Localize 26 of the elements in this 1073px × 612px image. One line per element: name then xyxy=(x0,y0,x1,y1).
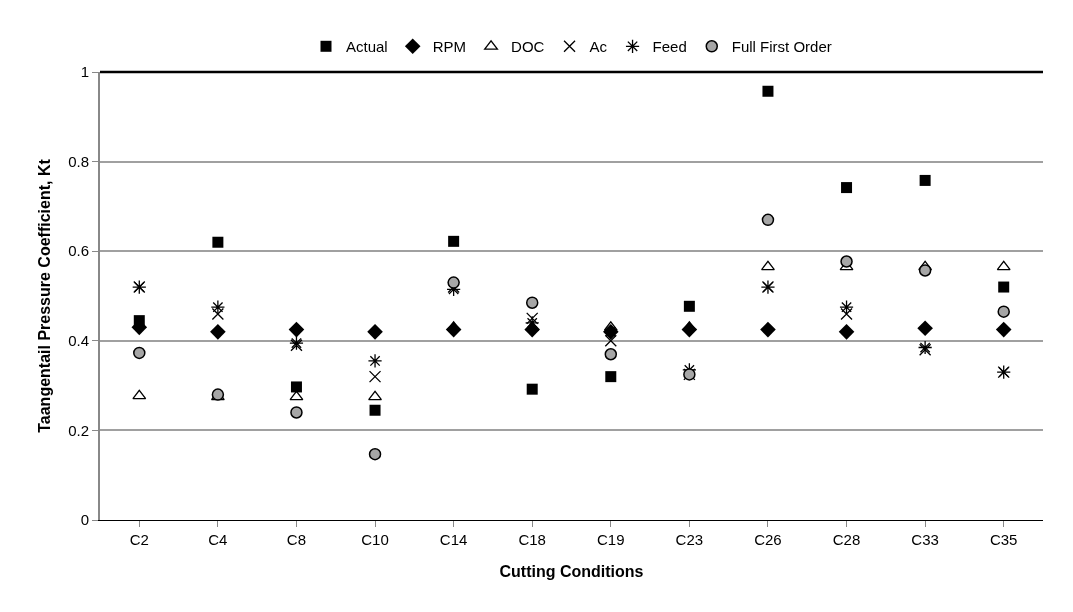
y-tick-label: 1 xyxy=(80,63,89,81)
legend-label: Feed xyxy=(652,38,687,56)
y-tick-label: 0.8 xyxy=(68,152,89,170)
y-tick-label: 0.2 xyxy=(68,421,89,439)
x-tick-label: C35 xyxy=(989,531,1018,548)
x-tick-label: C28 xyxy=(832,531,861,548)
x-tick-label: C18 xyxy=(518,531,546,548)
legend-label: Actual xyxy=(346,38,388,56)
x-axis-title: Cutting Conditions xyxy=(499,562,644,580)
x-tick-label: C26 xyxy=(754,531,782,548)
y-tick-label: 0.4 xyxy=(68,332,89,350)
legend-label: Ac xyxy=(589,38,608,56)
y-axis-title: Taangentail Pressure Coefficient, Kt xyxy=(35,158,53,433)
x-tick-label: C2 xyxy=(129,531,149,548)
x-tick-label: C8 xyxy=(286,531,307,548)
x-tick-label: C14 xyxy=(439,531,468,548)
x-tick-label: C33 xyxy=(911,531,939,548)
x-tick-label: C23 xyxy=(675,531,704,548)
y-tick-label: 0 xyxy=(80,511,89,529)
legend-label: Full First Order xyxy=(731,38,832,56)
y-tick-label: 0.6 xyxy=(68,242,89,260)
x-tick-label: C10 xyxy=(361,531,389,548)
legend-label: RPM xyxy=(432,38,467,56)
legend-label: DOC xyxy=(511,38,545,56)
x-tick-label: C19 xyxy=(597,531,625,548)
x-tick-label: C4 xyxy=(208,531,228,548)
